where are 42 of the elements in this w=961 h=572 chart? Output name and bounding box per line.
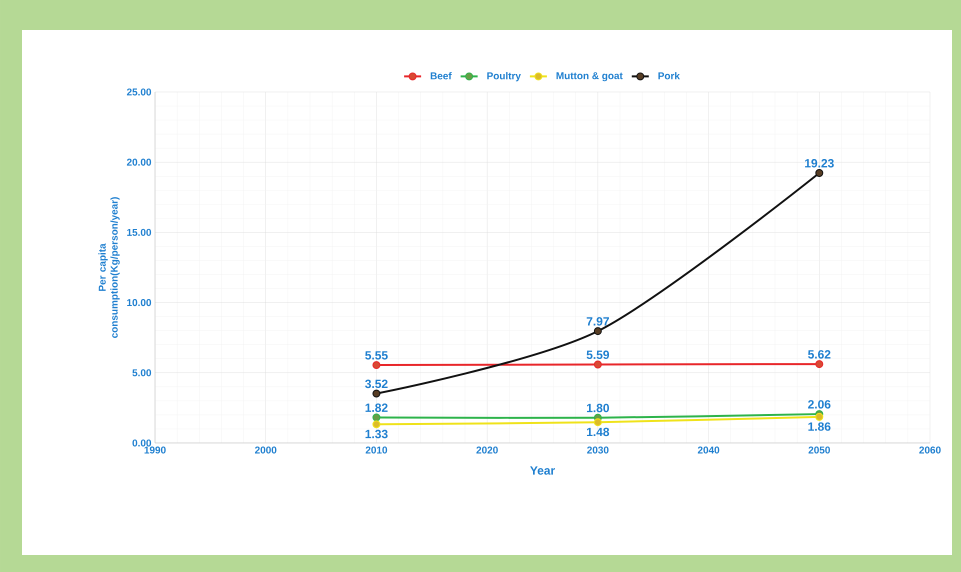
point <box>594 418 602 426</box>
point <box>815 360 824 368</box>
point <box>372 420 380 428</box>
y-tick-label: 10.00 <box>127 299 152 306</box>
x-tick-label: 2020 <box>476 446 498 454</box>
legend-label: Beef <box>430 72 452 80</box>
y-axis-title: Per capita consumption(Kg/person/year) <box>98 197 120 338</box>
point <box>594 327 602 336</box>
legend-label: Mutton & goat <box>556 72 623 82</box>
y-tick-label: 5.00 <box>132 369 152 376</box>
data-label: 1.86 <box>808 422 830 431</box>
x-tick-label: 2030 <box>587 446 609 454</box>
point <box>815 412 824 421</box>
data-label: 3.52 <box>365 380 388 388</box>
legend-label: Pork <box>658 72 680 80</box>
data-label: 2.06 <box>808 400 830 409</box>
x-tick-label: 2050 <box>808 446 830 454</box>
data-label: 1.33 <box>366 430 388 438</box>
data-label: 1.82 <box>366 403 388 412</box>
y-tick-label: 15.00 <box>127 228 152 236</box>
y-tick-label: 25.00 <box>126 88 152 96</box>
data-label: 19.23 <box>805 159 834 168</box>
data-label: 1.80 <box>586 404 609 412</box>
data-label: 1.48 <box>586 428 610 436</box>
x-tick-label: 2000 <box>254 446 276 454</box>
point <box>372 390 380 398</box>
x-tick-label: 2060 <box>919 446 941 454</box>
data-label: 5.55 <box>365 351 388 360</box>
y-tick-label: 20.00 <box>126 158 152 166</box>
point <box>594 360 602 368</box>
x-tick-label: 2040 <box>698 446 720 454</box>
x-tick-label: 2010 <box>366 446 388 454</box>
data-label: 7.97 <box>586 317 609 326</box>
x-tick-label: 1990 <box>144 446 166 454</box>
legend-label: Poultry <box>487 72 521 82</box>
y-tick-label: 0.00 <box>132 439 152 447</box>
point <box>372 413 380 422</box>
point <box>372 361 380 370</box>
x-axis-title: Year <box>530 466 555 475</box>
point <box>815 169 824 177</box>
data-label: 5.59 <box>586 350 610 360</box>
data-label: 5.62 <box>808 350 830 359</box>
